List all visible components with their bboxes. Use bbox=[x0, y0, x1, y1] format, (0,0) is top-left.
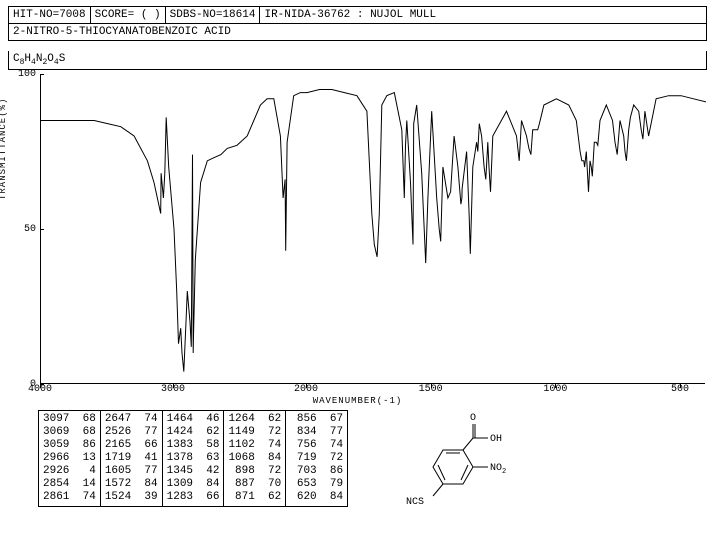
peak-table: 3097 683069 683059 862966 132926 42854 1… bbox=[38, 410, 348, 507]
peak-entry: 856 67 bbox=[290, 413, 343, 426]
molecular-formula: C8H4N2O4S bbox=[8, 51, 707, 70]
y-axis-ticks: 050100 bbox=[16, 70, 38, 380]
structure-o-label: O bbox=[470, 413, 476, 424]
peak-column: 856 67 834 77 756 74 719 72 703 86 653 7… bbox=[286, 411, 347, 506]
molecular-structure: O OH NO2 NCS bbox=[388, 410, 518, 508]
peak-column: 3097 683069 683059 862966 132926 42854 1… bbox=[39, 411, 101, 506]
peak-entry: 2165 66 bbox=[105, 439, 158, 452]
peak-column: 1264 621149 721102 741068 84 898 72 887 … bbox=[224, 411, 286, 506]
peak-entry: 1309 84 bbox=[167, 478, 220, 491]
ir-info-cell: IR-NIDA-36762 : NUJOL MULL bbox=[260, 7, 706, 23]
peak-entry: 1149 72 bbox=[228, 426, 281, 439]
header-row: HIT-NO=7008 SCORE= ( ) SDBS-NO=18614 IR-… bbox=[8, 6, 707, 24]
peak-entry: 1605 77 bbox=[105, 465, 158, 478]
peak-entry: 1424 62 bbox=[167, 426, 220, 439]
peak-entry: 1068 84 bbox=[228, 452, 281, 465]
peak-entry: 653 79 bbox=[290, 478, 343, 491]
peak-entry: 834 77 bbox=[290, 426, 343, 439]
hit-no-cell: HIT-NO=7008 bbox=[9, 7, 91, 23]
peak-entry: 620 84 bbox=[290, 491, 343, 504]
y-tick-label: 100 bbox=[18, 69, 36, 80]
peak-entry: 1524 39 bbox=[105, 491, 158, 504]
peak-entry: 887 70 bbox=[228, 478, 281, 491]
x-axis-label: WAVENUMBER(-1) bbox=[313, 396, 403, 406]
score-cell: SCORE= ( ) bbox=[91, 7, 166, 23]
peak-entry: 1345 42 bbox=[167, 465, 220, 478]
peak-entry: 1572 84 bbox=[105, 478, 158, 491]
peak-column: 2647 742526 772165 661719 411605 771572 … bbox=[101, 411, 163, 506]
peak-column: 1464 461424 621383 581378 631345 421309 … bbox=[163, 411, 225, 506]
sdbs-no-cell: SDBS-NO=18614 bbox=[166, 7, 261, 23]
structure-oh-label: OH bbox=[490, 434, 502, 445]
peak-entry: 1383 58 bbox=[167, 439, 220, 452]
peak-entry: 1464 46 bbox=[167, 413, 220, 426]
y-axis-label: TRANSMITTANCE(%) bbox=[0, 98, 8, 200]
peak-entry: 1102 74 bbox=[228, 439, 281, 452]
y-tick-label: 50 bbox=[24, 224, 36, 235]
peak-entry: 3069 68 bbox=[43, 426, 96, 439]
spectrum-line bbox=[41, 74, 706, 384]
compound-name: 2-NITRO-5-THIOCYANATOBENZOIC ACID bbox=[8, 24, 707, 41]
peak-entry: 3097 68 bbox=[43, 413, 96, 426]
peak-entry: 2861 74 bbox=[43, 491, 96, 504]
structure-ncs-label: NCS bbox=[406, 497, 424, 508]
peak-entry: 703 86 bbox=[290, 465, 343, 478]
peak-entry: 2966 13 bbox=[43, 452, 96, 465]
peak-entry: 2526 77 bbox=[105, 426, 158, 439]
structure-no2-label: NO2 bbox=[490, 463, 506, 476]
plot-area bbox=[40, 74, 705, 384]
peak-entry: 1719 41 bbox=[105, 452, 158, 465]
peak-entry: 2647 74 bbox=[105, 413, 158, 426]
peak-entry: 871 62 bbox=[228, 491, 281, 504]
peak-entry: 719 72 bbox=[290, 452, 343, 465]
peak-entry: 1264 62 bbox=[228, 413, 281, 426]
peak-entry: 2926 4 bbox=[43, 465, 96, 478]
peak-entry: 898 72 bbox=[228, 465, 281, 478]
peak-entry: 756 74 bbox=[290, 439, 343, 452]
peak-entry: 2854 14 bbox=[43, 478, 96, 491]
peak-entry: 3059 86 bbox=[43, 439, 96, 452]
peak-entry: 1378 63 bbox=[167, 452, 220, 465]
peak-entry: 1283 66 bbox=[167, 491, 220, 504]
ir-spectrum-chart: TRANSMITTANCE(%) 050100 4000300020001500… bbox=[0, 70, 715, 410]
